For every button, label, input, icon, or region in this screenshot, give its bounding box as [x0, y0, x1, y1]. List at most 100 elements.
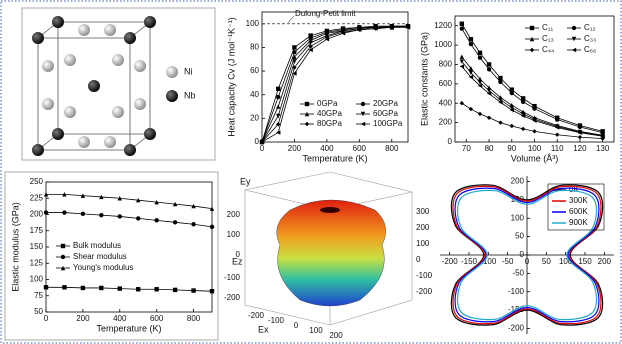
legend-marker — [572, 48, 576, 52]
legend-marker — [530, 48, 534, 52]
surface-dimple — [320, 207, 340, 213]
point — [191, 222, 195, 226]
x-tick-label: 110 — [551, 144, 564, 153]
legend-label: C₄₄ — [542, 45, 554, 54]
y-tick-label: 1200 — [434, 21, 452, 30]
figure: Ni Nb Ey Ez Ex 200 100 0 -100 -200 -200 … — [0, 0, 622, 344]
legend-label: 20GPa — [373, 99, 398, 108]
legend-marker — [361, 102, 365, 106]
tick-label: -100 — [224, 273, 241, 282]
series-line — [46, 287, 212, 291]
legend-label: 80GPa — [317, 119, 342, 128]
y-tick-label: 40 — [250, 90, 259, 99]
point — [276, 87, 280, 91]
y-tick-label: 800 — [439, 60, 453, 69]
point — [487, 62, 491, 66]
y-tick-label: 75 — [34, 291, 43, 300]
legend-marker — [572, 26, 576, 30]
x-tick-label: 800 — [385, 144, 399, 153]
legend-marker — [305, 122, 309, 126]
point — [578, 135, 582, 139]
y-tick-label: 200 — [30, 210, 44, 219]
x-tick-label: 70 — [462, 144, 471, 153]
y-tick-label: 250 — [30, 177, 44, 186]
axis-label: Ex — [258, 324, 269, 334]
tick-label: 100 — [416, 239, 430, 248]
point — [498, 120, 502, 124]
legend-marker — [61, 255, 65, 259]
atom-label: Ni — [184, 66, 193, 76]
point — [62, 285, 66, 289]
tick-label: 200 — [329, 331, 343, 340]
x-tick-label: 400 — [113, 314, 127, 323]
tick-label: 0 — [236, 250, 241, 259]
point — [510, 91, 514, 95]
x-tick-label: -200 — [442, 257, 459, 266]
point — [210, 225, 214, 229]
y-tick-label: 0 — [255, 137, 260, 146]
x-tick-label: 130 — [596, 144, 610, 153]
x-axis-label: Volume (Å³) — [511, 153, 559, 163]
point — [521, 127, 525, 131]
legend-label: Shear modulus — [73, 252, 127, 261]
x-tick-label: 200 — [288, 144, 302, 153]
x-tick-label: 150 — [578, 257, 592, 266]
point — [532, 129, 536, 133]
y-tick-label: 0 — [448, 137, 453, 146]
point — [191, 288, 195, 292]
point — [44, 285, 48, 289]
crystal-panel: Ni Nb — [22, 8, 215, 160]
point — [460, 26, 464, 30]
point — [478, 51, 482, 55]
x-tick-label: 600 — [353, 144, 367, 153]
plot-frame — [46, 182, 212, 312]
legend-label: 100GPa — [373, 119, 403, 128]
x-tick-label: -150 — [461, 257, 478, 266]
point — [487, 116, 491, 120]
y-tick-label: 600 — [439, 79, 453, 88]
tick-label: 200 — [227, 210, 241, 219]
tick-label: -200 — [224, 293, 241, 302]
y-tick-label: 100 — [246, 19, 260, 28]
y-tick-label: 100 — [30, 275, 44, 284]
series-line — [46, 213, 212, 227]
y-tick-label: -200 — [508, 324, 525, 333]
x-axis-label: Temperature (K) — [96, 323, 161, 333]
legend-marker — [305, 102, 309, 106]
x-tick-label: -50 — [502, 257, 514, 266]
point — [276, 95, 280, 99]
point — [210, 289, 214, 293]
point — [99, 286, 103, 290]
y-tick-label: 20 — [250, 113, 259, 122]
x-tick-label: 100 — [528, 144, 542, 153]
x-tick-label: 0 — [525, 257, 530, 266]
y-tick-label: 1000 — [434, 40, 452, 49]
point — [498, 80, 502, 84]
point — [136, 287, 140, 291]
annotation-leader — [288, 16, 294, 23]
tick-label: 300 — [416, 207, 430, 216]
point — [154, 218, 158, 222]
point — [154, 287, 158, 291]
point — [460, 22, 464, 26]
legend-label: 0GPa — [317, 99, 338, 108]
legend-label: C₁₁ — [542, 23, 553, 32]
y-tick-label: 50 — [34, 307, 43, 316]
point — [578, 125, 582, 129]
surface-shape — [277, 200, 386, 306]
point — [469, 42, 473, 46]
y-axis-label: Heat capacity Cv (J mol⁻¹K⁻¹) — [226, 17, 236, 137]
tick-label: 0 — [294, 321, 299, 330]
tick-label: -100 — [416, 271, 433, 280]
legend-label: 40GPa — [317, 109, 342, 118]
point — [478, 55, 482, 59]
y-tick-label: 150 — [30, 242, 44, 251]
point — [555, 133, 559, 137]
legend-label: C₆₆ — [584, 45, 596, 54]
y-tick-label: 400 — [439, 98, 453, 107]
point — [276, 104, 280, 108]
point — [62, 210, 66, 214]
y-tick-label: 200 — [511, 177, 525, 186]
point — [487, 67, 491, 71]
point — [136, 216, 140, 220]
